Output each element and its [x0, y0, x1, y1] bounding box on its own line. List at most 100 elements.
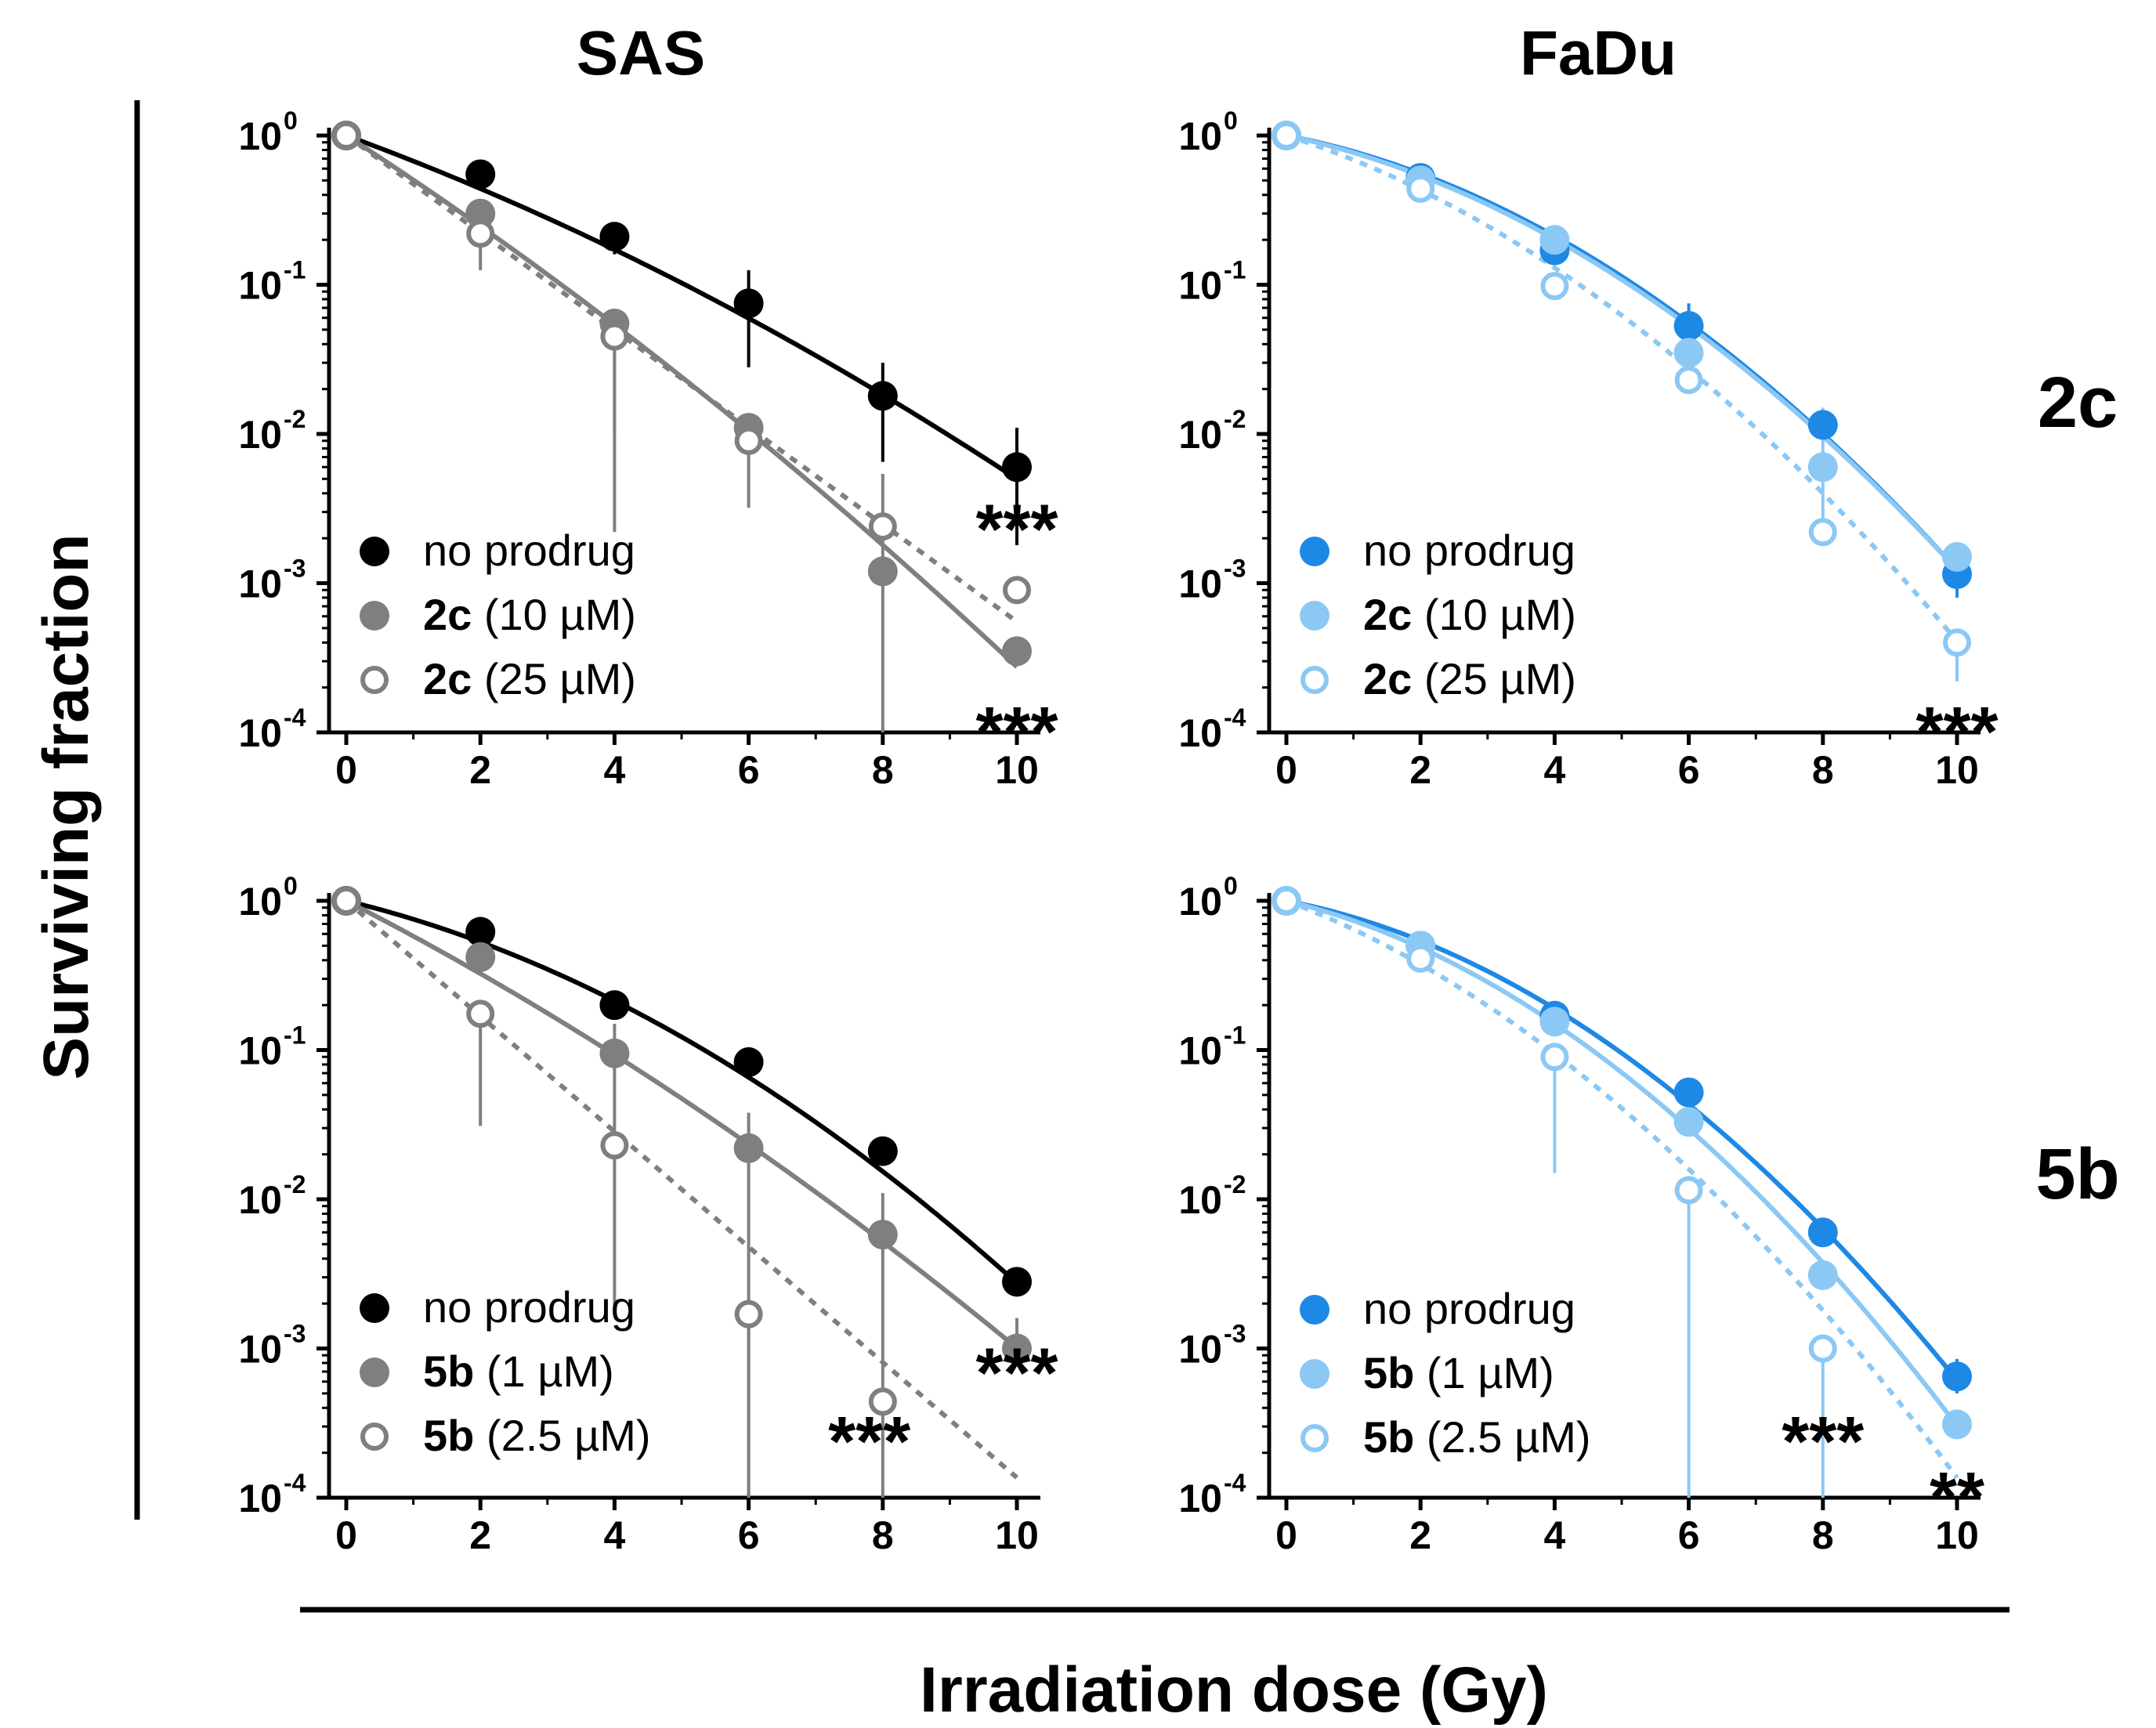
data-point-open [332, 887, 360, 915]
data-point-open [734, 1300, 763, 1329]
legend-label-compound: 2c [1363, 590, 1412, 639]
x-tick-label: 10 [995, 748, 1039, 792]
legend-label-concentration: (10 µM) [472, 590, 636, 639]
data-point-filled [867, 1220, 898, 1250]
legend-label-compound: 2c [423, 654, 472, 703]
significance-stars: *** [1915, 693, 1998, 772]
x-tick-label: 0 [1275, 1513, 1297, 1557]
y-tick-label-exponent: -4 [284, 703, 306, 732]
data-point-open [466, 219, 495, 248]
legend-label: 2c (10 µM) [1363, 590, 1576, 639]
legend-label: no prodrug [1363, 1284, 1575, 1333]
x-tick-label: 8 [872, 1513, 894, 1557]
y-tick-label-exponent: -1 [284, 1021, 306, 1050]
y-tick-label-exponent: -4 [1224, 703, 1246, 732]
data-point-filled [1807, 452, 1838, 483]
y-tick-label-exponent: -3 [1224, 1320, 1246, 1348]
fit-curve [345, 898, 1018, 1480]
x-tick-label: 10 [995, 1513, 1039, 1557]
data-point-open [868, 512, 897, 541]
legend-label: no prodrug [423, 526, 635, 575]
legend-label-compound: 5b [1363, 1348, 1414, 1397]
data-point-filled [1539, 225, 1570, 255]
x-tick-label: 6 [1678, 1513, 1700, 1557]
y-tick-label-base: 10 [238, 880, 282, 924]
legend-label: 5b (1 µM) [423, 1347, 614, 1396]
data-point-filled [733, 1047, 764, 1077]
data-point-open [1272, 121, 1300, 150]
data-point-filled [733, 1133, 764, 1163]
y-tick-label-exponent: 0 [284, 872, 298, 900]
x-tick-label: 4 [1543, 1513, 1565, 1557]
x-tick-label: 2 [469, 1513, 491, 1557]
fit-curve [1286, 133, 1959, 643]
legend-label-concentration: (2.5 µM) [474, 1411, 650, 1460]
x-tick-label: 0 [1275, 748, 1297, 792]
y-tick-label-exponent: -2 [1224, 405, 1246, 433]
data-point-open [600, 1131, 629, 1160]
data-point-filled [1942, 1409, 1972, 1440]
data-point-open [1406, 944, 1435, 973]
x-tick-label: 8 [1812, 748, 1834, 792]
y-tick-label-exponent: -4 [284, 1469, 306, 1497]
y-axis-title: Surviving fraction [31, 533, 102, 1079]
data-point-filled [465, 159, 496, 190]
legend-marker-filled [1300, 1359, 1329, 1389]
y-tick-label-exponent: -2 [284, 405, 306, 433]
fit-curve [1286, 898, 1959, 1383]
legend-marker-filled [360, 1357, 389, 1387]
x-tick-label: 6 [738, 748, 760, 792]
data-point-open [1943, 628, 1971, 657]
data-point-filled [1002, 1333, 1032, 1364]
legend-marker-filled [1300, 537, 1329, 566]
data-point-open [1674, 366, 1703, 395]
fit-curve [1286, 898, 1959, 1427]
legend-label: 2c (25 µM) [423, 654, 636, 703]
y-tick-label-exponent: -3 [1224, 555, 1246, 583]
legend-label: 5b (1 µM) [1363, 1348, 1554, 1397]
y-tick-label-base: 10 [1178, 413, 1222, 457]
legend-label: no prodrug [1363, 526, 1575, 575]
x-tick-label: 4 [603, 1513, 625, 1557]
legend-marker-open [360, 1423, 389, 1451]
y-tick-label-base: 10 [238, 1178, 282, 1222]
data-point-filled [1807, 1260, 1838, 1290]
data-point-filled [1807, 1217, 1838, 1248]
x-tick-label: 4 [603, 748, 625, 792]
data-point-filled [465, 916, 496, 947]
y-tick-label-base: 10 [1178, 880, 1222, 924]
y-tick-label-exponent: 0 [1224, 107, 1238, 135]
legend-marker-filled [360, 601, 389, 631]
data-point-filled [1673, 1107, 1704, 1137]
legend-label-concentration: (2.5 µM) [1414, 1412, 1590, 1462]
y-tick-label-exponent: -3 [284, 555, 306, 583]
legend-marker-filled [1300, 601, 1329, 631]
data-point-open [734, 426, 763, 455]
x-tick-label: 6 [738, 1513, 760, 1557]
row-label-5b: 5b [2035, 1134, 2119, 1214]
data-point-filled [1942, 541, 1972, 572]
significance-stars: *** [975, 1334, 1058, 1412]
y-tick-label-base: 10 [238, 1328, 282, 1372]
data-point-open [1003, 576, 1031, 605]
fit-curve [1285, 898, 1959, 1480]
data-point-filled [1942, 1361, 1972, 1392]
data-point-open [466, 1000, 495, 1028]
data-point-filled [1539, 1007, 1570, 1037]
legend-label: 2c (25 µM) [1363, 654, 1576, 703]
data-point-filled [1002, 1267, 1032, 1297]
fit-curve [1286, 133, 1959, 572]
legend-label-compound: 2c [1363, 654, 1412, 703]
x-tick-label: 8 [872, 748, 894, 792]
legend-label-compound: 5b [423, 1347, 474, 1396]
y-tick-label-exponent: -2 [1224, 1170, 1246, 1198]
y-tick-label-exponent: 0 [284, 107, 298, 135]
column-title-sas: SAS [577, 18, 706, 88]
y-tick-label-exponent: -1 [1224, 1021, 1246, 1050]
data-point-open [1808, 1334, 1837, 1363]
y-tick-label-base: 10 [238, 562, 282, 606]
